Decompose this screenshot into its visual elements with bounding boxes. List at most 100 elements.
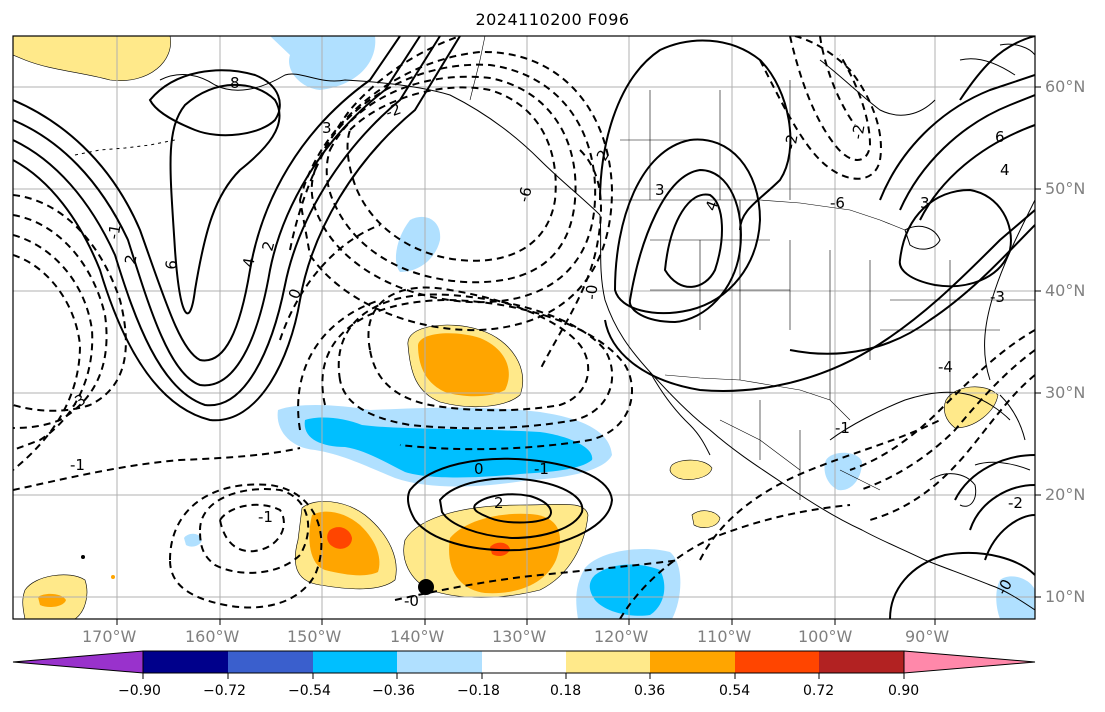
solid-contours [13, 36, 1035, 619]
coastline-gulf [829, 391, 1011, 441]
contour-solid [604, 209, 1035, 392]
contour-dashed [337, 293, 614, 430]
contour-solid [899, 94, 1035, 211]
lon-label: 110°W [697, 627, 752, 646]
shade-neg2-band [304, 417, 593, 478]
contour-dashed [394, 559, 681, 601]
contour-dashed [367, 286, 590, 412]
contour-dashed [279, 224, 381, 341]
contour-label: -6 [830, 194, 845, 212]
lon-label: 170°W [82, 627, 137, 646]
contour-solid [954, 454, 1035, 501]
colorbar-bin [566, 651, 650, 673]
plot-frame [12, 35, 1036, 620]
lon-label: 100°W [798, 627, 853, 646]
contour-solid [473, 493, 552, 524]
contour-solid [984, 514, 1035, 561]
contour-dashed [849, 329, 1035, 471]
contour-label: -2 [848, 123, 868, 141]
contour-label: 3 [920, 194, 930, 212]
contour-solid [628, 168, 742, 324]
contour-dashed [13, 194, 127, 412]
contour-dashed [289, 36, 461, 251]
lon-label: 150°W [287, 627, 342, 646]
colorbar-tick-label: 0.18 [550, 683, 582, 699]
contour-label: -0 [404, 592, 419, 610]
colorbar-extend-high [903, 650, 1036, 674]
lon-label: 120°W [594, 627, 649, 646]
contour-label: -2 [383, 100, 403, 122]
contour-label: 2 [593, 147, 613, 164]
contour-label: 4 [702, 198, 722, 213]
contour-dashed [346, 86, 557, 262]
border-alaska-canada [469, 36, 486, 101]
coastline-east-america [984, 199, 1035, 381]
coastline-west-america [599, 214, 926, 561]
shade-neg-alaska [270, 36, 376, 90]
contour-label: 2 [494, 494, 504, 512]
contour-label: -6 [514, 185, 535, 204]
colorbar-tick-label: −0.18 [457, 683, 500, 699]
contour-label: 3 [655, 181, 665, 199]
lat-label: 20°N [1045, 485, 1086, 504]
contour-label: -1 [258, 508, 273, 526]
shade-neg-tiny [184, 533, 202, 547]
contour-label: 4 [1000, 161, 1010, 179]
plot-area: 8 6 4 2 3 0 -2 -6 -0 2 -1 2 -3 -1 -1 -0 … [13, 36, 1035, 619]
colorbar-bin [313, 651, 397, 673]
contour-label: -1 [835, 419, 850, 437]
lat-ticks [1035, 86, 1041, 598]
contour-dashed [13, 447, 301, 491]
shade-pos-gulf [944, 386, 999, 429]
colorbar-bin [397, 651, 482, 673]
contour-solid [13, 36, 421, 387]
contour-solid [13, 36, 441, 407]
lat-label: 60°N [1045, 77, 1086, 96]
contour-solid [959, 36, 1035, 101]
shade-pos-nw-corner [13, 36, 171, 81]
contour-dashed [699, 419, 941, 561]
contour-label: 2 [258, 239, 278, 253]
contour-solid [406, 457, 614, 552]
lat-label: 30°N [1045, 383, 1086, 402]
contour-dashed [859, 349, 1035, 491]
contour-dashed [789, 36, 872, 161]
contour-solid [613, 138, 762, 314]
contour-solid [169, 83, 281, 315]
colorbar-bin [650, 651, 735, 673]
contour-label: 2 [121, 253, 140, 266]
contour-label: -1 [104, 223, 124, 241]
small-island [111, 575, 115, 579]
colorbar-bin [228, 651, 313, 673]
colorbar-bin [143, 651, 228, 673]
contour-solid [599, 39, 792, 231]
map-title: 2024110200 F096 [475, 10, 630, 29]
lon-label: 160°W [185, 627, 240, 646]
lon-ticks [116, 619, 936, 625]
contour-label: -2 [781, 133, 801, 151]
colorbar-tick-label: 0.90 [888, 683, 920, 699]
hawaii-marker [418, 579, 434, 595]
contour-dashed [325, 75, 577, 284]
colorbar-bin [735, 651, 819, 673]
colorbar-tick-label: −0.54 [288, 683, 331, 699]
colorbar-extend-low [12, 650, 144, 674]
contour-solid [148, 69, 281, 137]
coastline-aleutians [74, 139, 176, 156]
contour-dashed [218, 503, 285, 553]
contour-solid [969, 484, 1035, 531]
coastline-baja [649, 371, 711, 456]
lon-label: 140°W [390, 627, 445, 646]
coastline-central-america [924, 559, 1035, 611]
canada-islands [959, 43, 1035, 76]
small-island [81, 555, 85, 559]
coastline-yucatan [929, 473, 977, 507]
contour-dashed [759, 36, 882, 180]
gridlines [13, 36, 1035, 619]
coastlines [74, 43, 1035, 611]
colorbar [12, 650, 1036, 679]
coastline-cuba [974, 461, 1031, 471]
contour-dashed [297, 299, 381, 431]
hudson-bay [819, 59, 936, 116]
